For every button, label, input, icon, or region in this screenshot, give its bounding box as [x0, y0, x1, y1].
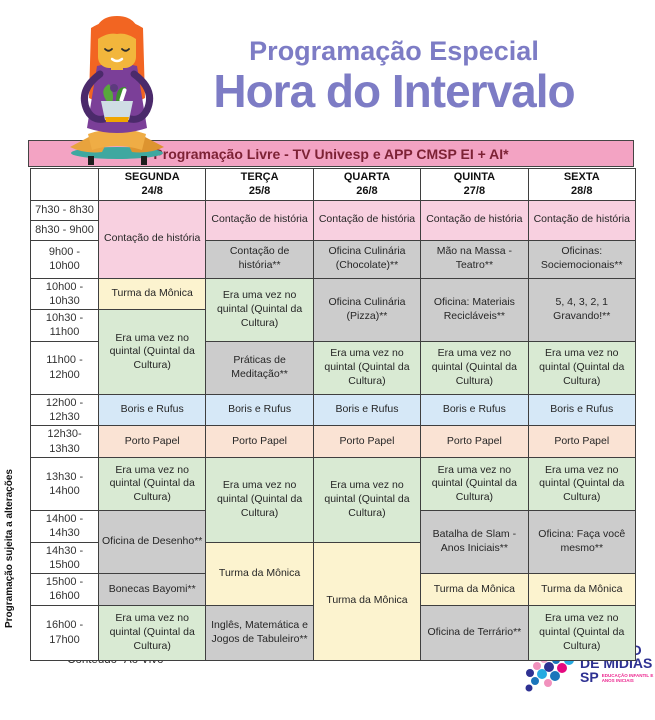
- day-header-row: SEGUNDA 24/8 TERÇA 25/8 QUARTA 26/8 QUIN…: [30, 168, 636, 201]
- page-header: Programação Especial Hora do Intervalo: [150, 36, 638, 115]
- day-header-terca: TERÇA 25/8: [205, 168, 314, 201]
- day-date: 24/8: [141, 185, 163, 198]
- day-name: QUINTA: [453, 171, 496, 183]
- girl-with-plant-bowl-icon: [70, 16, 164, 165]
- schedule-cell: Era uma vez no quintal (Quintal da Cultu…: [420, 456, 529, 511]
- schedule-cell: Porto Papel: [527, 425, 636, 458]
- mascot-girl-illustration: [50, 6, 185, 171]
- schedule-cell: Era uma vez no quintal (Quintal da Cultu…: [420, 340, 529, 395]
- table-row: 12h30- 13h30 Porto Papel Porto Papel Por…: [30, 425, 636, 458]
- time-label: 9h00 - 10h00: [30, 239, 99, 279]
- page-supertitle: Programação Especial: [249, 36, 539, 66]
- table-row: 10h00 - 10h30 Turma da Mônica Era uma ve…: [30, 277, 636, 342]
- time-label: 8h30 - 9h00: [30, 219, 99, 241]
- table-row: 13h30 - 14h00 Era uma vez no quintal (Qu…: [30, 456, 636, 543]
- schedule-cell: Boris e Rufus: [205, 393, 314, 427]
- day-name: QUARTA: [343, 171, 391, 183]
- time-label: 11h00 - 12h00: [30, 340, 99, 395]
- schedule-cell: Mão na Massa - Teatro**: [420, 239, 529, 279]
- schedule-cell: Batalha de Slam - Anos Iniciais**: [420, 509, 529, 575]
- table-row: 11h00 - 12h00 Práticas de Meditação** Er…: [30, 340, 636, 395]
- time-label: 15h00 - 16h00: [30, 573, 99, 606]
- day-name: SEGUNDA: [124, 171, 180, 183]
- schedule-cell: Turma da Mônica: [205, 541, 314, 606]
- time-label: 16h00 - 17h00: [30, 604, 99, 661]
- schedule-cell: 5, 4, 3, 2, 1 Gravando!**: [527, 277, 636, 342]
- time-label: 13h30 - 14h00: [30, 456, 99, 511]
- schedule-cell: Turma da Mônica: [312, 541, 422, 661]
- schedule-cell: Oficinas: Sociemocionais**: [527, 239, 636, 279]
- time-label: 10h00 - 10h30: [30, 277, 99, 311]
- schedule-table: SEGUNDA 24/8 TERÇA 25/8 QUARTA 26/8 QUIN…: [30, 168, 636, 661]
- schedule-cell: Era uma vez no quintal (Quintal da Cultu…: [312, 340, 422, 395]
- schedule-cell: Contação de história: [312, 199, 422, 241]
- schedule-cell: Porto Papel: [420, 425, 529, 458]
- schedule-cell: Oficina Culinária (Pizza)**: [312, 277, 422, 342]
- schedule-cell: Oficina: Materiais Recicláveis**: [420, 277, 529, 342]
- day-header-quarta: QUARTA 26/8: [312, 168, 422, 201]
- schedule-cell: Contação de história: [420, 199, 529, 241]
- schedule-cell: Oficina Culinária (Chocolate)**: [312, 239, 422, 279]
- schedule-cell: Bonecas Bayomi**: [97, 573, 207, 606]
- table-row: 15h00 - 16h00 Bonecas Bayomi** Turma da …: [30, 573, 636, 606]
- table-row: 7h30 - 8h30 Contação de história Contaçã…: [30, 199, 636, 279]
- day-name: SEXTA: [563, 171, 600, 183]
- time-label: 7h30 - 8h30: [30, 199, 99, 221]
- schedule-cell: Boris e Rufus: [420, 393, 529, 427]
- schedule-cell: Turma da Mônica: [420, 573, 529, 606]
- logo-tagline: EDUCAÇÃO INFANTIL E ANOS INICIAIS: [601, 672, 654, 683]
- time-label: 10h30 - 11h00: [30, 309, 99, 342]
- time-label: 12h30- 13h30: [30, 425, 99, 458]
- schedule-cell: Turma da Mônica: [97, 277, 207, 311]
- time-label: 14h00 - 14h30: [30, 509, 99, 543]
- day-date: 28/8: [571, 185, 593, 198]
- schedule-cell: Era uma vez no quintal (Quintal da Cultu…: [97, 604, 207, 661]
- schedule-cell: Era uma vez no quintal (Quintal da Cultu…: [97, 309, 207, 395]
- schedule-cell: Era uma vez no quintal (Quintal da Cultu…: [527, 604, 636, 661]
- schedule-cell: Era uma vez no quintal (Quintal da Cultu…: [205, 456, 314, 543]
- schedule-cell: Era uma vez no quintal (Quintal da Cultu…: [527, 340, 636, 395]
- schedule-cell: Oficina: Faça você mesmo**: [527, 509, 636, 575]
- day-header-sexta: SEXTA 28/8: [527, 168, 636, 201]
- schedule-cell: Oficina de Desenho**: [97, 509, 207, 575]
- schedule-cell: Porto Papel: [205, 425, 314, 458]
- schedule-cell: Era uma vez no quintal (Quintal da Cultu…: [527, 456, 636, 511]
- time-column-header: [30, 168, 99, 201]
- schedule-cell: Contação de história: [527, 199, 636, 241]
- table-row: 16h00 - 17h00 Era uma vez no quintal (Qu…: [30, 604, 636, 661]
- schedule-cell: Era uma vez no quintal (Quintal da Cultu…: [205, 277, 314, 342]
- day-date: 27/8: [463, 185, 486, 198]
- day-date: 26/8: [356, 185, 378, 198]
- schedule-cell: Contação de história: [205, 199, 314, 241]
- schedule-cell: Contação de história**: [205, 239, 314, 279]
- schedule-cell: Era uma vez no quintal (Quintal da Cultu…: [312, 456, 422, 543]
- day-name: TERÇA: [240, 171, 279, 183]
- schedule-cell: Oficina de Terrário**: [420, 604, 529, 661]
- time-label: 14h30 - 15h00: [30, 541, 99, 575]
- schedule-cell: Boris e Rufus: [312, 393, 422, 427]
- table-row: 10h30 - 11h00 Era uma vez no quintal (Qu…: [30, 309, 636, 395]
- schedule-cell: Porto Papel: [97, 425, 207, 458]
- schedule-cell: Contação de história: [97, 199, 207, 279]
- schedule-cell: Inglês, Matemática e Jogos de Tabuleiro*…: [205, 604, 314, 661]
- schedule-cell: Boris e Rufus: [97, 393, 207, 427]
- table-row: 9h00 - 10h00 Contação de história** Ofic…: [30, 239, 636, 279]
- schedule-cell: Era uma vez no quintal (Quintal da Cultu…: [97, 456, 207, 511]
- logo-line-sp: SP: [580, 668, 599, 685]
- schedule-cell: Boris e Rufus: [527, 393, 636, 427]
- table-row: 8h30 - 9h00: [30, 219, 636, 241]
- day-date: 25/8: [248, 185, 271, 198]
- page-title: Hora do Intervalo: [213, 65, 575, 117]
- table-row: 14h00 - 14h30 Oficina de Desenho** Batal…: [30, 509, 636, 575]
- table-row: 12h00 - 12h30 Boris e Rufus Boris e Rufu…: [30, 393, 636, 427]
- day-header-segunda: SEGUNDA 24/8: [97, 168, 207, 201]
- schedule-cell: Práticas de Meditação**: [205, 340, 314, 395]
- side-note-disclaimer: Programação sujeita a alterações: [4, 469, 15, 628]
- day-header-quinta: QUINTA 27/8: [420, 168, 529, 201]
- schedule-cell: Porto Papel: [312, 425, 422, 458]
- table-row: 14h30 - 15h00 Turma da Mônica Turma da M…: [30, 541, 636, 661]
- schedule-cell: Turma da Mônica: [527, 573, 636, 606]
- time-label: 12h00 - 12h30: [30, 393, 99, 427]
